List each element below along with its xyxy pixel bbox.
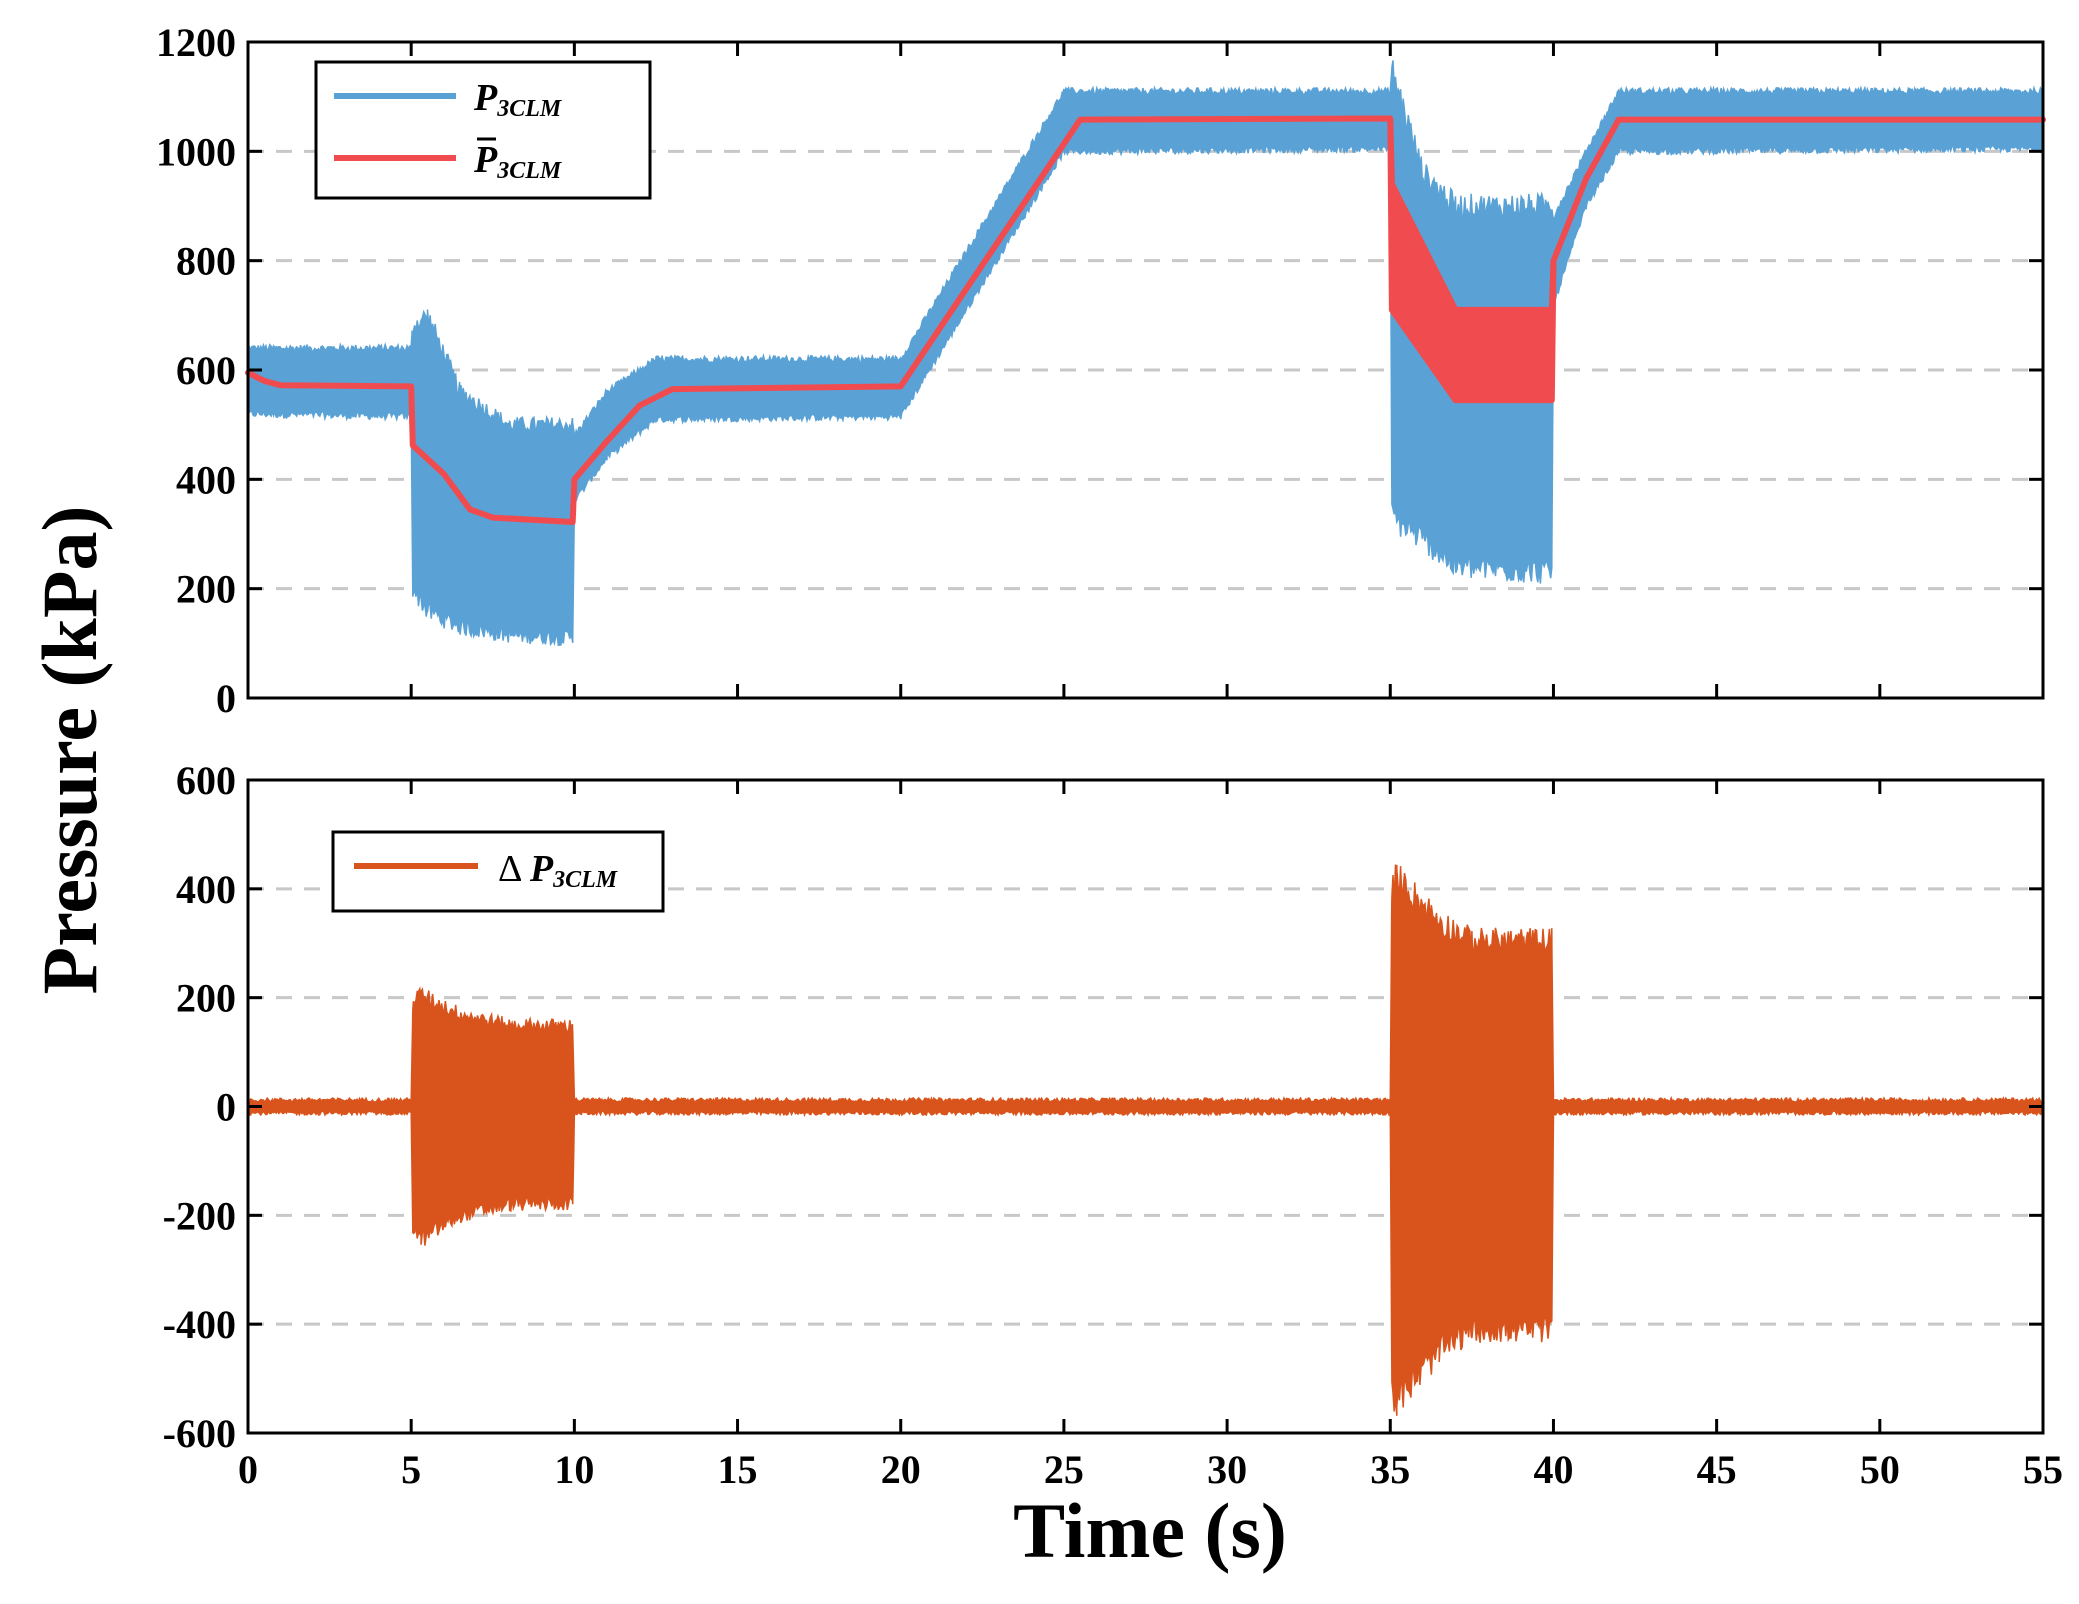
bottom-legend-box [331, 830, 665, 913]
top-axes-frame [246, 40, 2045, 700]
x-tick-label: 30 [1207, 1447, 1247, 1492]
top-tick-labels: 0 200 400 600 800 1000 1200 [156, 20, 236, 721]
y-tick-label: 400 [176, 867, 236, 912]
x-tick-label: 35 [1370, 1447, 1410, 1492]
legend-delta-prefix: Δ [498, 848, 530, 890]
legend-p3clm-mean-base: P [473, 139, 498, 181]
x-tick-label: 10 [554, 1447, 594, 1492]
y-tick-label: 600 [176, 348, 236, 393]
x-tick-label: 15 [718, 1447, 758, 1492]
y-tick-label: -600 [163, 1411, 236, 1456]
legend-p3clm-mean-sub: 3CLM [496, 158, 563, 184]
bottom-panel: -600 -400 -200 0 200 400 600 0 5 10 15 20 25 30 35 40 45… [163, 758, 2063, 1492]
y-tick-label: 1200 [156, 20, 236, 65]
x-tick-label: 25 [1044, 1447, 1084, 1492]
bottom-axes-frame [246, 778, 2045, 1435]
y-tick-label: 1000 [156, 129, 236, 174]
x-tick-label: 5 [401, 1447, 421, 1492]
x-axis-title: Time (s) [1013, 1487, 1287, 1574]
top-legend-box [314, 60, 652, 200]
bottom-legend: Δ P3CLM [331, 830, 665, 913]
series--p3clm [247, 864, 2044, 1416]
legend-delta-base: P [529, 848, 554, 890]
legend-p3clm-sub: 3CLM [496, 96, 563, 122]
top-legend: P3CLM P3CLM [314, 60, 652, 200]
y-tick-label: -400 [163, 1302, 236, 1347]
y-tick-label: 0 [216, 1085, 236, 1130]
legend-p3clm-base: P [473, 77, 498, 119]
y-tick-label: 200 [176, 567, 236, 612]
y-tick-label: -200 [163, 1193, 236, 1238]
x-tick-label: 40 [1533, 1447, 1573, 1492]
legend-label-p3clm-mean: P3CLM [473, 139, 563, 184]
x-tick-label: 55 [2023, 1447, 2063, 1492]
y-tick-label: 400 [176, 457, 236, 502]
y-tick-label: 200 [176, 976, 236, 1021]
bottom-tick-labels: -600 -400 -200 0 200 400 600 0 5 10 15 20 25 30 35 40 45… [163, 758, 2063, 1492]
x-tick-label: 20 [881, 1447, 921, 1492]
bottom-plot-area [247, 864, 2044, 1416]
x-tick-label: 45 [1697, 1447, 1737, 1492]
x-tick-label: 0 [238, 1447, 258, 1492]
y-tick-label: 800 [176, 239, 236, 284]
y-axis-title: Pressure (kPa) [26, 506, 113, 995]
legend-label-delta-p3clm: Δ P3CLM [498, 848, 619, 893]
x-tick-label: 50 [1860, 1447, 1900, 1492]
y-tick-label: 600 [176, 758, 236, 803]
y-tick-label: 0 [216, 676, 236, 721]
legend-label-p3clm: P3CLM [473, 77, 563, 122]
legend-delta-sub: 3CLM [552, 867, 619, 893]
